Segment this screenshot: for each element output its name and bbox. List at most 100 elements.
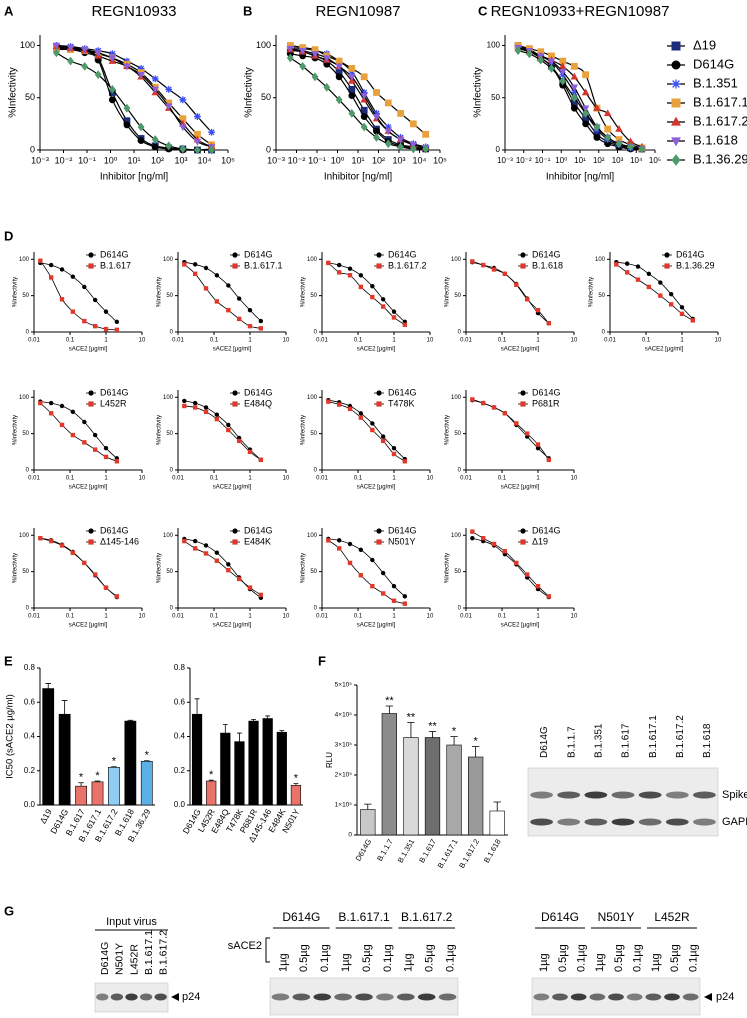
data-point: [59, 297, 65, 302]
y-tick-label: 100: [256, 40, 271, 50]
x-axis-label: sACE2 [µg/ml]: [501, 347, 540, 353]
data-point: [326, 260, 331, 266]
legend-label: D614G: [676, 249, 705, 259]
blot-band: [638, 791, 662, 799]
x-tick-label: 1: [392, 338, 396, 344]
x-tick-label: 10⁻²: [55, 155, 73, 165]
data-point: [391, 315, 397, 320]
y-tick-label: 0: [26, 606, 30, 612]
lane-label: B.1.617.1: [648, 715, 659, 758]
data-point: [53, 48, 60, 58]
panel-letter: E: [4, 653, 13, 668]
data-point: [373, 89, 380, 96]
legend-label: L452R: [100, 398, 127, 408]
significance: *: [452, 726, 457, 738]
legend-marker: [376, 528, 382, 534]
panel-letter: F: [318, 653, 326, 668]
data-point: [373, 127, 380, 135]
lane-label: B.1.617: [621, 723, 632, 758]
y-tick-label: 50: [454, 431, 461, 437]
data-point: [193, 138, 202, 146]
x-axis-label: sACE2 [µg/ml]: [69, 623, 108, 629]
data-point: [409, 144, 417, 154]
blot-band: [584, 791, 608, 799]
data-point: [646, 284, 652, 290]
x-tick-label: 0.1: [66, 614, 75, 620]
legend-marker: [88, 263, 94, 269]
group-label: D614G: [541, 910, 579, 924]
y-axis-label: %Infectivity: [301, 415, 307, 445]
bar: [381, 713, 397, 836]
fit-line: [40, 260, 117, 331]
blot-band: [552, 993, 568, 1001]
data-point: [537, 55, 545, 65]
data-point: [94, 50, 102, 57]
data-point: [164, 103, 173, 111]
data-point: [203, 551, 209, 556]
x-axis-label: sACE2 [µg/ml]: [69, 485, 108, 491]
legend-marker: [671, 154, 681, 166]
legend-label: D614G: [388, 387, 417, 397]
legend-marker: [664, 252, 670, 258]
data-point: [581, 88, 590, 96]
legend-marker: [232, 539, 238, 545]
data-point: [82, 560, 87, 566]
y-axis-label: %Infectivity: [13, 415, 19, 445]
data-point: [514, 282, 519, 287]
data-point: [360, 113, 368, 120]
data-point: [192, 271, 198, 277]
y-axis-label: %Infectivity: [445, 277, 451, 307]
data-point: [635, 264, 641, 269]
legend-label: T478K: [388, 398, 415, 408]
data-point: [491, 405, 497, 410]
data-point: [604, 133, 612, 142]
blot-band: [438, 993, 457, 1001]
x-tick-label: 1: [536, 338, 540, 344]
legend-label: Δ19: [693, 37, 716, 52]
data-point: [247, 323, 253, 329]
data-point: [582, 71, 590, 79]
x-tick-label: 1: [104, 338, 108, 344]
lane-label: 0.5µg: [669, 944, 681, 972]
data-point: [103, 309, 109, 314]
data-point: [384, 128, 393, 136]
data-point: [226, 567, 231, 573]
y-tick-label: 50: [310, 431, 317, 437]
x-tick-label: B.1.1.7: [375, 837, 395, 862]
x-tick-label: 1: [248, 476, 252, 482]
data-point: [137, 72, 145, 79]
data-point: [358, 411, 364, 416]
error-bar: [265, 715, 271, 719]
lane-label: 0.5µg: [424, 944, 436, 972]
data-point: [203, 286, 209, 291]
error-bar: [428, 731, 437, 738]
data-point: [380, 304, 386, 309]
data-point: [70, 309, 76, 314]
bar: [468, 756, 484, 836]
data-point: [668, 291, 674, 297]
data-point: [370, 427, 375, 433]
x-tick-label: B.1.617: [417, 837, 438, 864]
data-point: [311, 51, 319, 58]
lane-label: 0.1µg: [632, 944, 644, 972]
data-point: [558, 62, 567, 70]
data-point: [604, 125, 612, 133]
y-tick-label: 2×10⁵: [335, 772, 353, 779]
x-axis-label: sACE2 [µg/ml]: [213, 485, 252, 491]
data-point: [546, 321, 552, 326]
error-bar: [279, 730, 285, 733]
legend-marker: [671, 116, 681, 126]
data-point: [348, 74, 356, 81]
data-point: [570, 89, 578, 96]
data-point: [570, 72, 579, 80]
data-point: [615, 139, 623, 149]
x-tick-label: 10: [571, 614, 578, 620]
data-point: [384, 123, 392, 131]
data-point: [192, 400, 198, 406]
blot-band: [292, 993, 311, 1001]
bar: [91, 781, 104, 806]
fit-line: [56, 44, 213, 133]
data-point: [92, 572, 98, 577]
data-point: [59, 267, 65, 272]
data-point: [311, 72, 319, 82]
